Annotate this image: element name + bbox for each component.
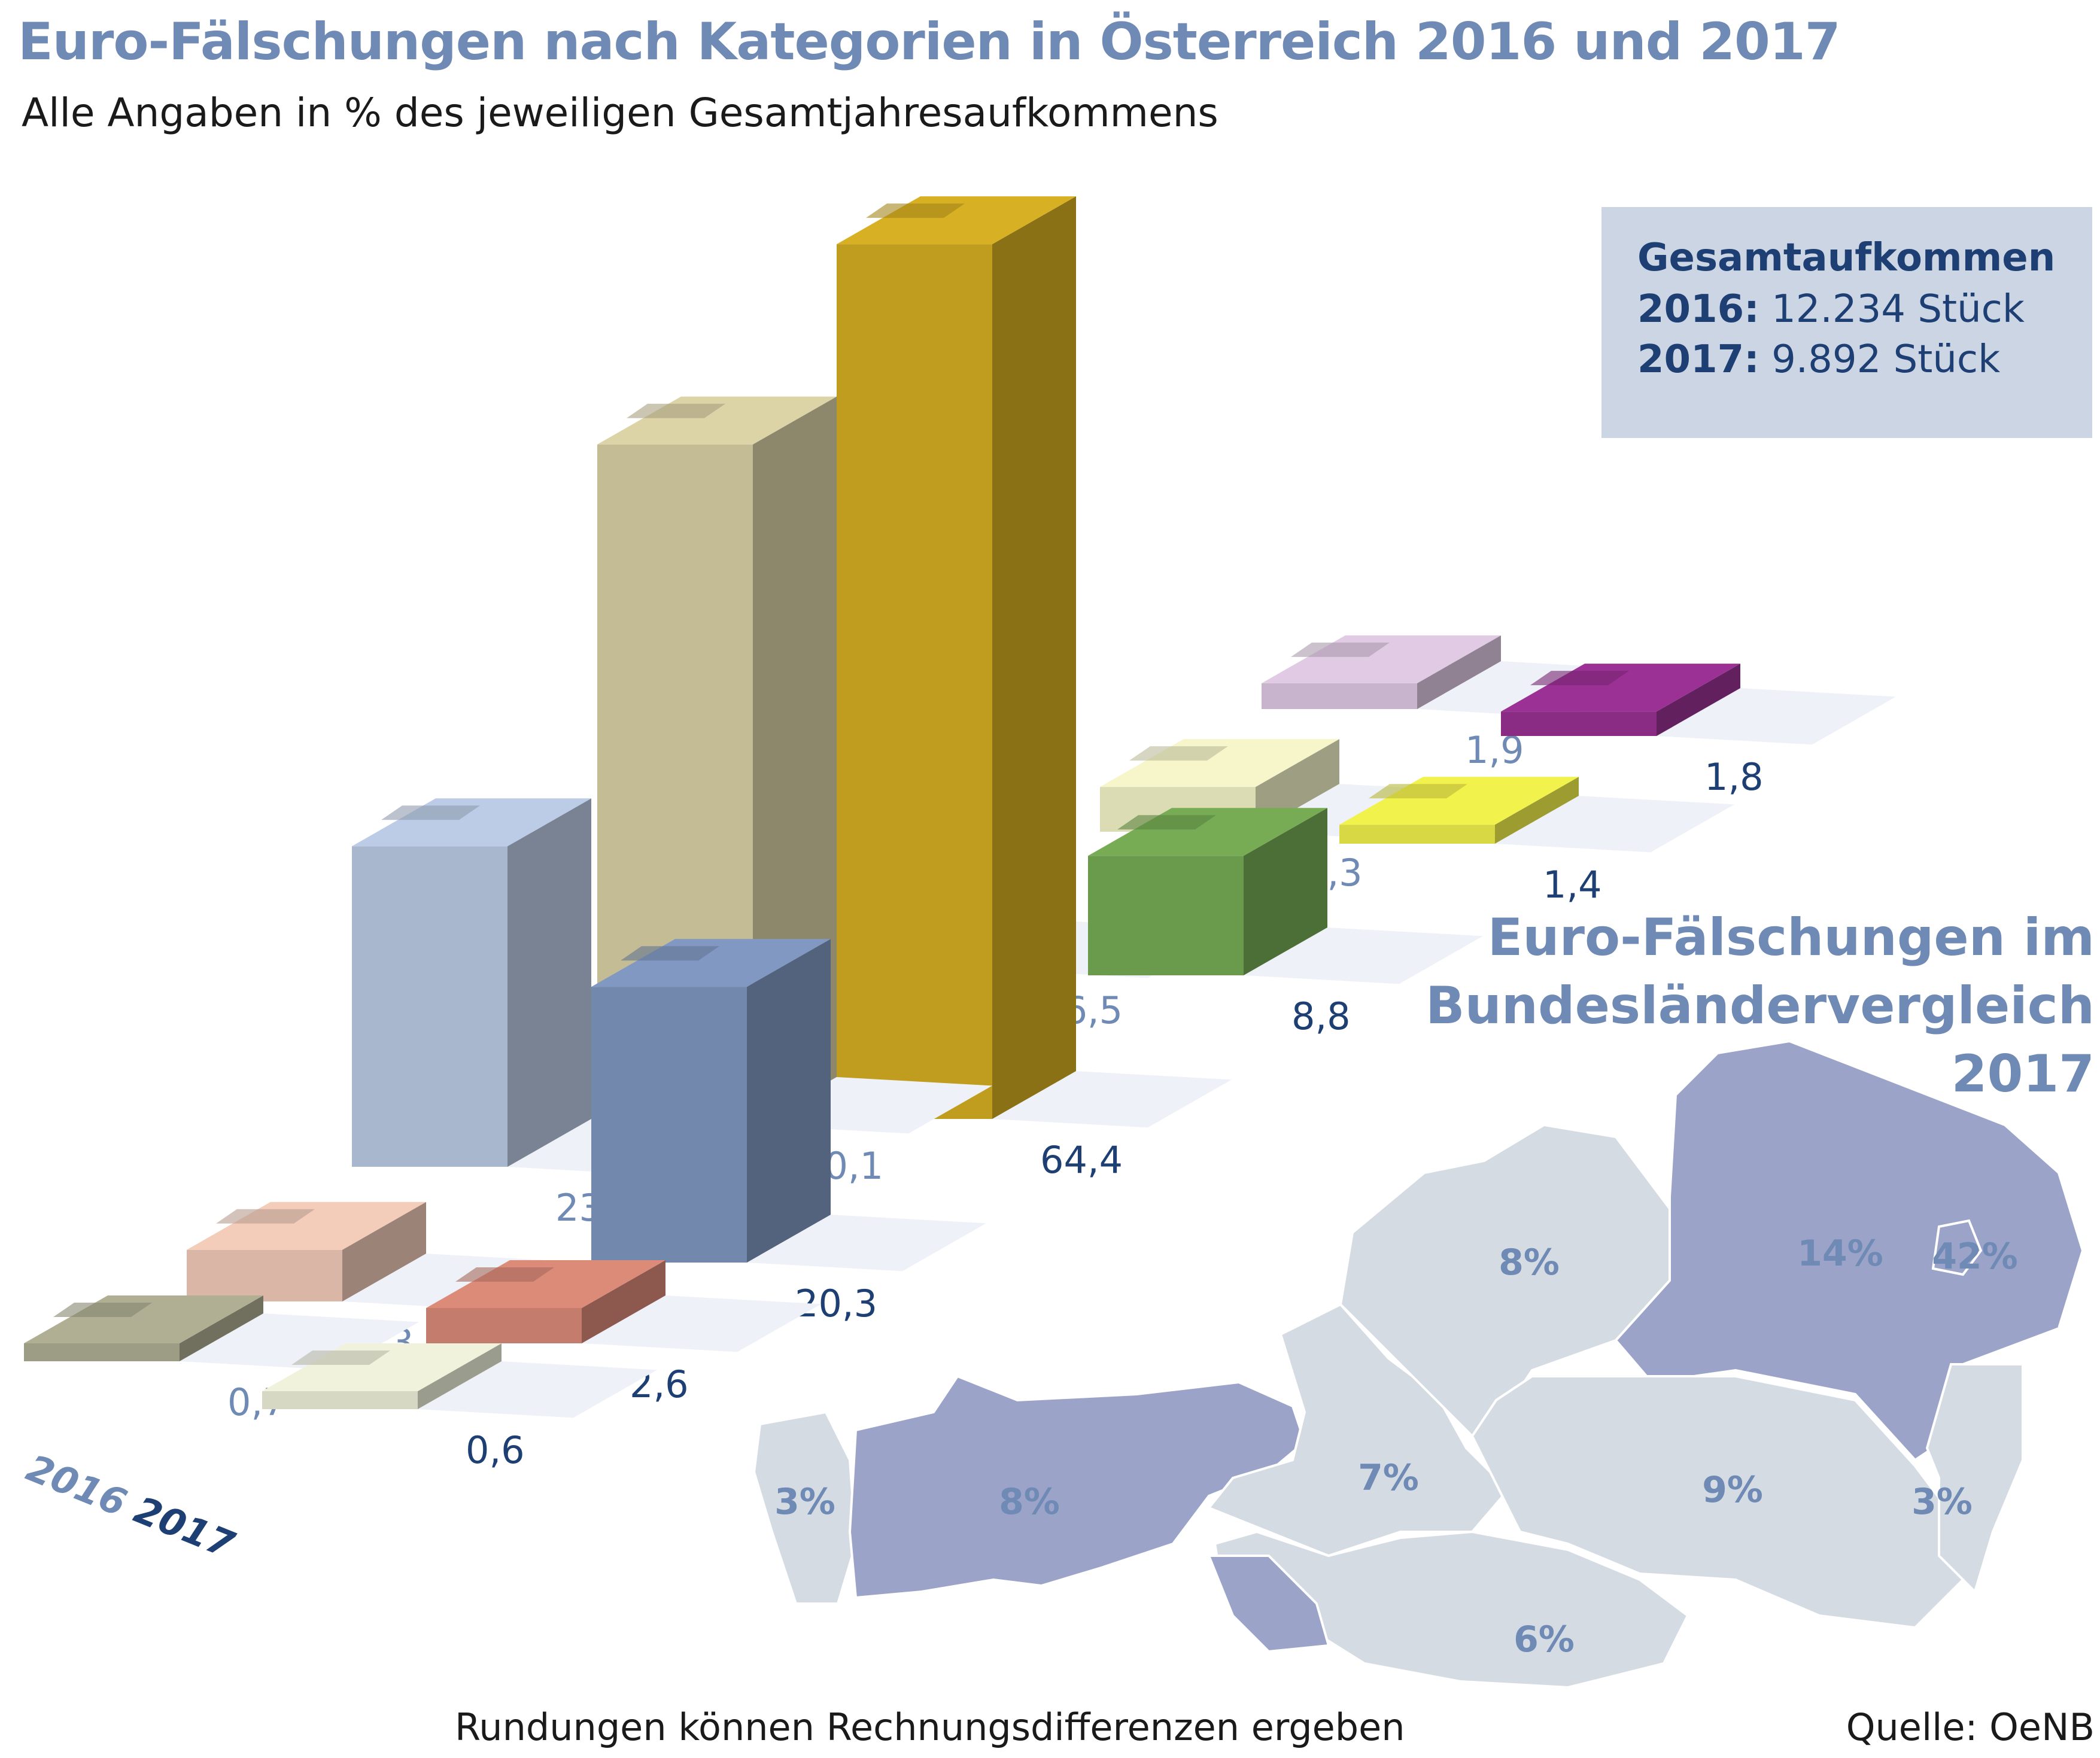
floor-shadow-2017-500 <box>1657 688 1896 745</box>
bar-note-motif-2016-20 <box>381 805 480 820</box>
total-volume-title: Gesamtaufkommen <box>1637 236 2056 280</box>
total-2017-row: 2017: 9.892 Stück <box>1637 337 2092 382</box>
map-title: Euro-Fälschungen im Bundesländervergleic… <box>1353 904 2095 1108</box>
bar-top-2016-10 <box>187 1202 426 1250</box>
total-2016-row: 2016: 12.234 Stück <box>1637 287 2092 331</box>
bar-front-2016-10 <box>187 1249 342 1301</box>
bar-note-motif-2017-20 <box>621 946 719 961</box>
bar-front-2017-10 <box>426 1307 582 1343</box>
total-volume-box: Gesamtaufkommen 2016: 12.234 Stück 2017:… <box>1601 207 2092 438</box>
bar-note-motif-2017-100 <box>1117 815 1216 830</box>
bar-top-2016-50 <box>597 396 837 445</box>
bar-front-2017-50 <box>837 244 992 1119</box>
bar-side-2016-5 <box>180 1295 263 1361</box>
bar-top-2017-100 <box>1088 808 1327 856</box>
bar-top-2016-200 <box>1100 739 1339 787</box>
floor-shadow-2017-50 <box>992 1071 1232 1128</box>
bar-side-2016-20 <box>507 798 591 1167</box>
bar-side-2017-100 <box>1244 808 1327 975</box>
floor-shadow-2017-200 <box>1495 796 1734 853</box>
year-label-2017: 2017 <box>128 1488 241 1567</box>
bar-note-motif-2017-500 <box>1530 671 1629 686</box>
bar-side-2016-10 <box>342 1202 426 1301</box>
bar-front-2017-5 <box>262 1391 418 1409</box>
rounding-note: Rundungen können Rechnungsdifferenzen er… <box>455 1705 1405 1749</box>
total-2016-value: 12.234 Stück <box>1771 287 2025 331</box>
bar-side-2017-50 <box>992 196 1076 1119</box>
value-label-2017-100: 8,8 <box>1291 994 1351 1038</box>
bar-front-2017-200 <box>1339 825 1495 844</box>
total-2016-year: 2016: <box>1637 287 1759 331</box>
bar-note-motif-2017-200 <box>1369 784 1467 799</box>
bar-note-motif-2016-50 <box>627 403 725 418</box>
map-title-line2: Bundesländervergleich 2017 <box>1426 976 2095 1104</box>
bar-note-motif-2016-10 <box>216 1209 315 1224</box>
value-label-2017-50: 64,4 <box>1040 1138 1123 1182</box>
value-label-2017-500: 1,8 <box>1704 755 1764 799</box>
total-2017-year: 2017: <box>1637 337 1759 382</box>
bar-side-2017-500 <box>1657 664 1740 736</box>
bar-front-2016-20 <box>352 846 507 1167</box>
floor-shadow-2017-100 <box>1244 927 1483 984</box>
bar-side-2017-10 <box>582 1260 665 1343</box>
bar-top-2017-5 <box>262 1343 502 1391</box>
bar-front-2016-500 <box>1262 683 1417 709</box>
floor-shadow-2017-5 <box>418 1361 657 1418</box>
bar-top-2017-500 <box>1501 664 1740 712</box>
bar-side-2016-500 <box>1417 635 1501 709</box>
bar-top-2017-10 <box>426 1260 665 1308</box>
bar-side-2017-5 <box>418 1343 502 1409</box>
bar-top-2017-200 <box>1339 777 1579 825</box>
bar-top-2016-20 <box>352 798 591 847</box>
chart-title: Euro-Fälschungen nach Kategorien in Öste… <box>18 12 1841 72</box>
bar-top-2017-20 <box>591 939 831 987</box>
floor-shadow-2017-20 <box>747 1215 986 1272</box>
bar-note-motif-2016-200 <box>1129 746 1228 761</box>
bar-note-motif-2017-5 <box>291 1351 390 1365</box>
bar-front-2016-5 <box>24 1343 180 1361</box>
value-label-2017-5: 0,6 <box>466 1428 525 1472</box>
bar-top-2016-500 <box>1262 635 1501 683</box>
bar-front-2017-500 <box>1501 711 1657 736</box>
bar-front-2017-100 <box>1088 856 1244 975</box>
map-title-line1: Euro-Fälschungen im <box>1487 908 2095 968</box>
bar-top-2017-50 <box>837 196 1076 245</box>
total-2017-value: 9.892 Stück <box>1771 337 2001 382</box>
year-label-2016: 2016 <box>20 1446 132 1525</box>
bar-note-motif-2017-10 <box>455 1267 554 1282</box>
chart-subtitle: Alle Angaben in % des jeweiligen Gesamtj… <box>22 90 1218 136</box>
bar-note-motif-2016-5 <box>53 1303 152 1317</box>
value-label-2017-200: 1,4 <box>1543 863 1602 907</box>
bar-note-motif-2016-500 <box>1291 642 1390 657</box>
bar-top-2016-5 <box>24 1295 263 1343</box>
floor-shadow-2017-10 <box>582 1295 821 1352</box>
bar-side-2017-200 <box>1495 777 1579 844</box>
bar-front-2017-20 <box>591 987 747 1263</box>
source-note: Quelle: OeNB <box>1846 1705 2095 1749</box>
bar-note-motif-2017-50 <box>866 203 965 218</box>
bar-side-2017-20 <box>747 939 831 1263</box>
